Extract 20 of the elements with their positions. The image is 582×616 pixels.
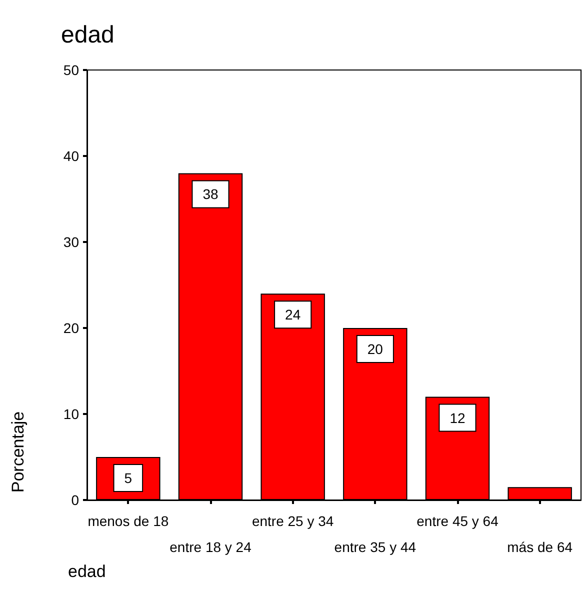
y-tick-label: 0 <box>71 492 80 508</box>
x-tick-label: más de 64 <box>507 539 573 555</box>
y-tick-label: 20 <box>63 320 80 336</box>
data-label: 24 <box>285 306 301 323</box>
y-tick-label: 40 <box>63 148 80 164</box>
data-label: 5 <box>124 470 132 486</box>
data-label: 20 <box>367 341 384 357</box>
x-tick-label: entre 25 y 34 <box>252 513 334 529</box>
data-label: 12 <box>450 410 466 426</box>
x-tick-label: entre 35 y 44 <box>334 539 416 555</box>
x-tick-label: entre 45 y 64 <box>416 513 499 529</box>
y-axis-title: Porcentaje <box>8 411 28 493</box>
x-axis-title: edad <box>68 562 106 581</box>
x-tick-label: entre 18 y 24 <box>170 539 252 555</box>
y-tick-label: 10 <box>63 406 80 422</box>
chart-title: edad <box>61 22 114 48</box>
y-tick-label: 50 <box>63 62 80 78</box>
x-tick-label: menos de 18 <box>88 513 169 529</box>
y-tick-label: 30 <box>63 234 80 250</box>
data-label: 38 <box>202 186 218 202</box>
